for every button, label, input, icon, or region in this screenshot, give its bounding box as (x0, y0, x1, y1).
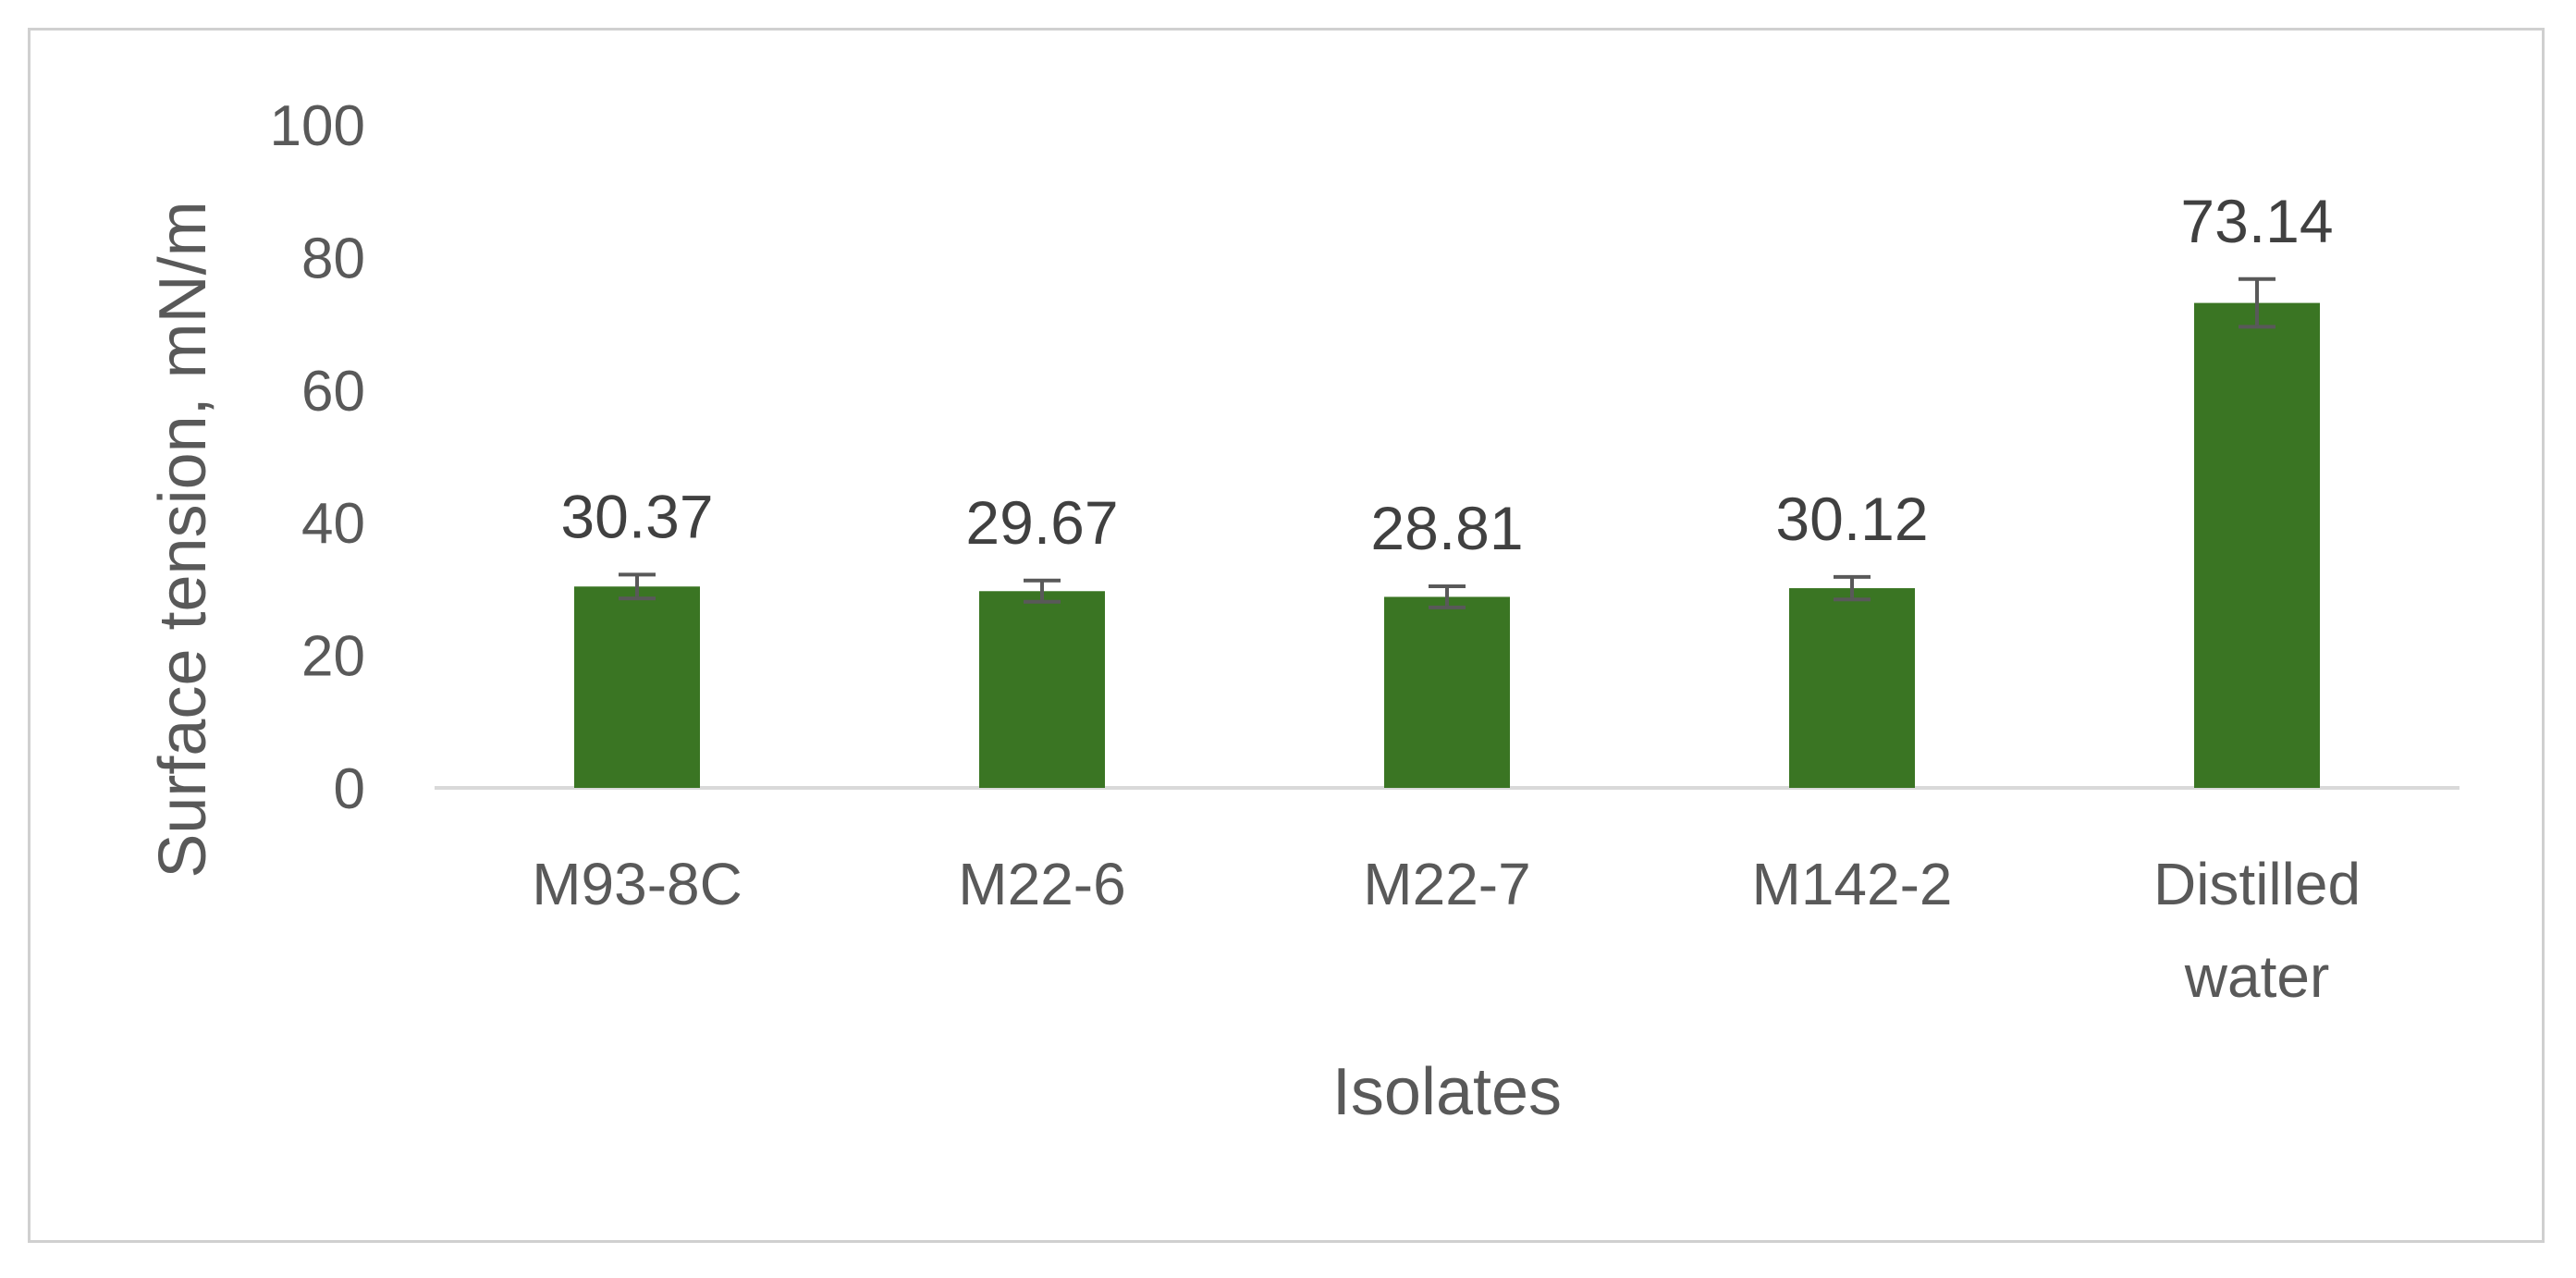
x-tick-label: Distilled (2153, 851, 2361, 917)
bar (2194, 302, 2320, 789)
data-label: 29.67 (965, 488, 1118, 557)
data-label: 73.14 (2180, 187, 2333, 255)
y-tick-label: 60 (301, 360, 365, 424)
x-axis-title: Isolates (1332, 1055, 1562, 1129)
y-tick-label: 40 (301, 492, 365, 556)
bar (1789, 588, 1915, 788)
y-tick-label: 0 (334, 757, 365, 821)
x-tick-label: M22-6 (958, 851, 1125, 917)
x-axis-categories: M93-8C M22-6 M22-7 M142-2 Distilled water (532, 851, 2361, 1010)
y-axis-title: Surface tension, mN/m (146, 201, 220, 878)
data-label: 30.37 (560, 482, 713, 550)
y-axis-ticks: 0 20 40 60 80 100 (270, 94, 365, 821)
chart-frame (28, 28, 2545, 1243)
data-label: 28.81 (1370, 494, 1523, 562)
x-tick-label: water (2184, 943, 2330, 1010)
bar (979, 591, 1105, 788)
bar (574, 586, 700, 788)
error-bar (619, 572, 656, 601)
bars (574, 302, 2320, 789)
error-bar (2239, 276, 2275, 329)
y-tick-label: 80 (301, 227, 365, 290)
error-bars (619, 276, 2275, 609)
x-tick-label: M142-2 (1752, 851, 1953, 917)
x-tick-label: M22-7 (1363, 851, 1530, 917)
error-bar (1834, 574, 1871, 602)
y-tick-label: 100 (270, 94, 365, 158)
y-tick-label: 20 (301, 625, 365, 689)
error-bar (1024, 578, 1061, 604)
error-bar (1429, 584, 1466, 609)
data-label: 30.12 (1775, 485, 1928, 553)
bar (1384, 596, 1510, 788)
x-tick-label: M93-8C (532, 851, 742, 917)
data-labels: 30.37 29.67 28.81 30.12 73.14 (560, 187, 2333, 562)
